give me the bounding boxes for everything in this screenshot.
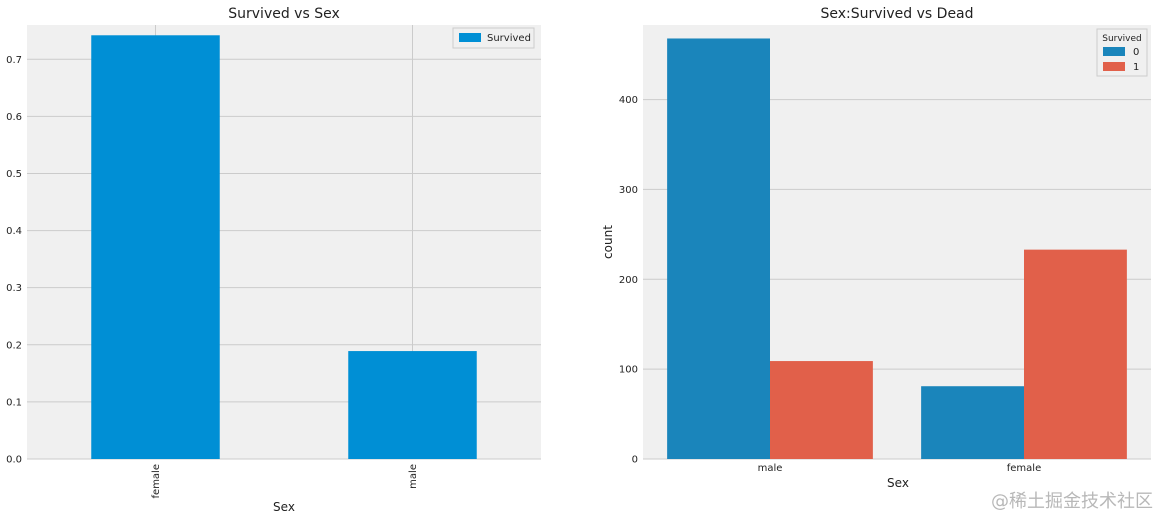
x-tick-label: female <box>1007 463 1041 474</box>
x-tick-label: male <box>758 463 783 474</box>
legend-swatch-1 <box>1103 62 1125 71</box>
y-tick-label: 0.3 <box>6 283 22 294</box>
y-tick-label: 0.7 <box>6 55 22 66</box>
y-tick-label: 0.4 <box>6 226 22 237</box>
bar-female-survived-1 <box>1024 249 1127 459</box>
x-tick-label: male <box>408 464 419 489</box>
y-tick-label: 100 <box>619 365 638 376</box>
y-axis-label-right: count <box>601 225 615 259</box>
bar-female-survived-0 <box>921 386 1024 459</box>
bar-male-survived-0 <box>667 38 770 459</box>
bar-survived-male <box>348 351 477 459</box>
legend-title-right: Survived <box>1102 34 1142 44</box>
legend-swatch-survived <box>459 33 481 42</box>
y-tick-label: 0 <box>632 455 638 466</box>
y-tick-label: 0.1 <box>6 397 22 408</box>
legend-swatch-0 <box>1103 47 1125 56</box>
chart-title-right: Sex:Survived vs Dead <box>820 6 973 22</box>
x-ticks-left: female male <box>151 464 419 498</box>
legend-label-survived: Survived <box>487 33 531 44</box>
y-tick-label: 0.0 <box>6 455 22 466</box>
y-ticks-left: 0.0 0.1 0.2 0.3 0.4 0.5 0.6 0.7 <box>6 55 22 466</box>
legend-label-0: 0 <box>1133 47 1139 58</box>
bars-right <box>667 38 1127 459</box>
x-ticks-right: male female <box>758 463 1042 474</box>
x-axis-label-left: Sex <box>273 500 295 514</box>
y-tick-label: 0.5 <box>6 169 22 180</box>
y-tick-label: 400 <box>619 95 638 106</box>
bar-male-survived-1 <box>770 361 873 459</box>
y-tick-label: 200 <box>619 275 638 286</box>
legend-left: Survived <box>452 27 535 49</box>
y-tick-label: 0.2 <box>6 340 22 351</box>
legend-label-1: 1 <box>1133 62 1139 73</box>
x-axis-label-right: Sex <box>887 476 909 490</box>
y-tick-label: 0.6 <box>6 112 22 123</box>
y-tick-label: 300 <box>619 185 638 196</box>
chart-survived-vs-sex: 0.0 0.1 0.2 0.3 0.4 0.5 0.6 0.7 female male Surv… <box>6 6 541 514</box>
watermark-text: @稀土掘金技术社区 <box>991 491 1153 512</box>
chart-sex-survived-vs-dead: 0 100 200 300 400 male female Sex:Survived vs… <box>601 6 1151 490</box>
chart-title-left: Survived vs Sex <box>228 6 340 22</box>
bars-left <box>91 35 477 460</box>
legend-right: Survived 0 1 <box>1096 28 1148 77</box>
bar-survived-female <box>91 35 220 460</box>
y-ticks-right: 0 100 200 300 400 <box>619 95 638 465</box>
x-tick-label: female <box>151 464 162 498</box>
